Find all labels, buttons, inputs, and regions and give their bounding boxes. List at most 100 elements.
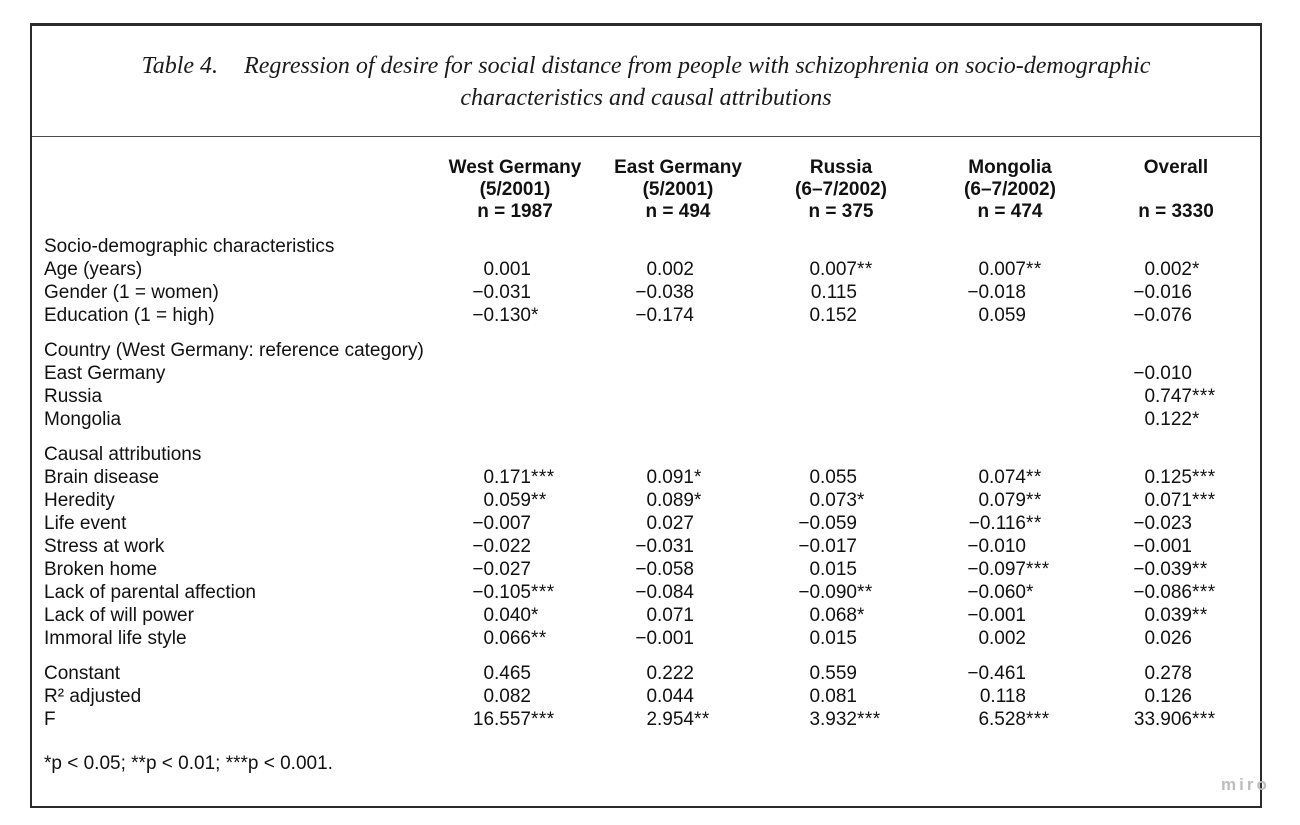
significance-stars: *** xyxy=(1192,709,1216,730)
value-number: 3.932 xyxy=(809,709,857,730)
significance-stars: *** xyxy=(1026,559,1050,580)
value-cell: −0.039 ** xyxy=(1096,558,1256,581)
value-cell: −0.001 xyxy=(1096,535,1256,558)
significance-stars xyxy=(1026,627,1056,650)
value-cell: −0.060 * xyxy=(924,581,1096,604)
value-number: 0.071 xyxy=(1144,490,1192,511)
value-number: −0.076 xyxy=(1133,305,1192,326)
value-number: 0.071 xyxy=(646,605,694,626)
significance-stars xyxy=(1192,535,1222,558)
value-number: 6.528 xyxy=(978,709,1026,730)
value-cell: −0.097 *** xyxy=(924,558,1096,581)
significance-stars xyxy=(531,258,561,281)
significance-stars xyxy=(857,281,887,304)
value-number: 0.747 xyxy=(1144,386,1192,407)
value-number: 0.079 xyxy=(978,490,1026,511)
significance-stars xyxy=(1192,304,1222,327)
value-cell: −0.130 * xyxy=(432,304,598,327)
value-cell: −0.001 xyxy=(924,604,1096,627)
significance-stars: ** xyxy=(531,628,547,649)
significance-stars xyxy=(694,385,724,408)
section-header-row: Causal attributions xyxy=(32,443,1260,466)
value-cell: −0.084 xyxy=(598,581,758,604)
significance-stars xyxy=(857,408,887,431)
value-cell: 0.082 xyxy=(432,685,598,708)
value-number: 0.059 xyxy=(483,490,531,511)
significance-stars: *** xyxy=(531,709,555,730)
value-number: 0.465 xyxy=(483,663,531,684)
significance-stars: ** xyxy=(531,490,547,511)
value-number: 0.002 xyxy=(978,628,1026,649)
value-cell: 0.071 xyxy=(598,604,758,627)
table-row: Constant 0.465 0.222 0.559 −0.461 0.278 xyxy=(32,662,1260,685)
table-row: Life event −0.007 0.027 −0.059 −0.116 ** −0.02… xyxy=(32,512,1260,535)
table-row: Russia 0.747 *** xyxy=(32,385,1260,408)
value-cell: 0.465 xyxy=(432,662,598,685)
value-cell: −0.086 *** xyxy=(1096,581,1256,604)
column-header: East Germany (5/2001) n = 494 xyxy=(598,157,758,223)
value-number: 0.044 xyxy=(646,686,694,707)
value-number: 0.082 xyxy=(483,686,531,707)
significance-stars xyxy=(857,627,887,650)
column-n: n = 474 xyxy=(977,201,1043,222)
value-cell: 0.079 ** xyxy=(924,489,1096,512)
value-cell: 6.528 *** xyxy=(924,708,1096,731)
section-header: Socio-demographic characteristics xyxy=(44,236,335,257)
significance-stars xyxy=(694,408,724,431)
value-number: 0.091 xyxy=(646,467,694,488)
value-cell: −0.031 xyxy=(432,281,598,304)
significance-stars xyxy=(694,512,724,535)
value-number: −0.001 xyxy=(967,605,1026,626)
value-cell: −0.116 ** xyxy=(924,512,1096,535)
significance-stars: * xyxy=(1192,409,1200,430)
value-number: 0.171 xyxy=(483,467,531,488)
significance-stars xyxy=(694,662,724,685)
value-number: −0.038 xyxy=(635,282,694,303)
significance-stars: ** xyxy=(857,582,873,603)
column-period: (5/2001) xyxy=(479,179,551,200)
table-row: Stress at work −0.022 −0.031 −0.017 −0.010 −0… xyxy=(32,535,1260,558)
significance-stars: * xyxy=(857,490,865,511)
significance-stars xyxy=(857,558,887,581)
value-number: 0.007 xyxy=(809,259,857,280)
value-number: 16.557 xyxy=(472,709,531,730)
row-label: Immoral life style xyxy=(44,628,187,649)
significance-stars: * xyxy=(694,467,702,488)
table-row: Lack of parental affection −0.105 *** −0.08… xyxy=(32,581,1260,604)
significance-stars xyxy=(531,362,561,385)
row-label: F xyxy=(44,709,56,730)
value-number xyxy=(469,362,531,385)
significance-stars: * xyxy=(531,305,539,326)
section-header: Causal attributions xyxy=(44,444,202,465)
table-row: Immoral life style 0.066 ** −0.001 0.015 0.00… xyxy=(32,627,1260,650)
significance-stars xyxy=(857,685,887,708)
column-period xyxy=(1096,179,1256,201)
column-name: Russia xyxy=(809,157,873,178)
significance-stars: ** xyxy=(694,709,710,730)
value-number: −0.097 xyxy=(967,559,1026,580)
value-cell xyxy=(924,385,1096,408)
column-n: n = 375 xyxy=(808,201,874,222)
row-label: Lack of parental affection xyxy=(44,582,256,603)
significance-stars xyxy=(857,466,887,489)
significance-stars: *** xyxy=(531,582,555,603)
value-cell xyxy=(758,408,924,431)
significance-stars xyxy=(694,535,724,558)
significance-stars xyxy=(1026,385,1056,408)
significance-stars xyxy=(1026,535,1056,558)
value-cell: 0.039 ** xyxy=(1096,604,1256,627)
table-row: Gender (1 = women) −0.031 −0.038 0.115 −0.01… xyxy=(32,281,1260,304)
significance-stars xyxy=(1192,627,1222,650)
value-cell: 0.027 xyxy=(598,512,758,535)
value-cell: 0.091 * xyxy=(598,466,758,489)
value-number: −0.018 xyxy=(967,282,1026,303)
column-name: East Germany xyxy=(614,157,742,178)
value-cell: −0.007 xyxy=(432,512,598,535)
value-cell: 0.044 xyxy=(598,685,758,708)
value-cell: 2.954 ** xyxy=(598,708,758,731)
value-number: 0.278 xyxy=(1144,663,1192,684)
significance-stars xyxy=(857,535,887,558)
value-number: 0.115 xyxy=(810,282,857,303)
significance-stars xyxy=(694,304,724,327)
